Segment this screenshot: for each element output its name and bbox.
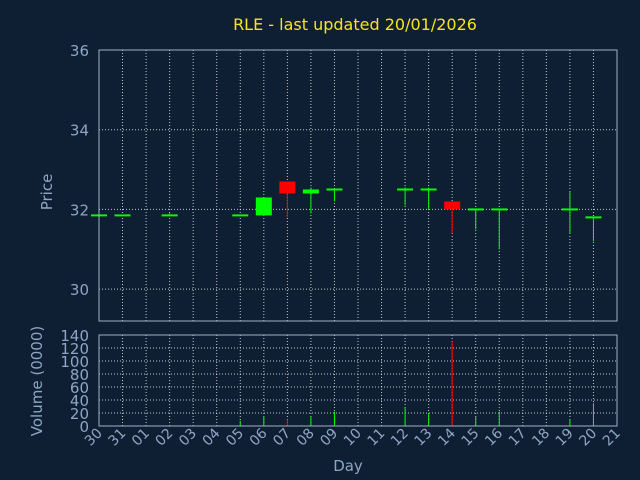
x-tick-label: 07 bbox=[270, 426, 294, 450]
x-tick-label: 03 bbox=[176, 426, 200, 450]
x-tick-label: 14 bbox=[435, 425, 459, 449]
candle-body bbox=[255, 197, 272, 216]
x-tick-label: 16 bbox=[482, 425, 506, 449]
tick-labels: 30 31 01 02 03 04 05 06 07 08 09 10 11 12 13 14 15 16 17 18… bbox=[60, 42, 623, 449]
x-tick-label: 05 bbox=[223, 426, 247, 450]
x-tick-label: 19 bbox=[553, 426, 577, 450]
x-tick-label: 08 bbox=[294, 426, 318, 450]
volume-grid bbox=[98, 334, 618, 427]
candle-body bbox=[561, 208, 578, 211]
volume-tick-label: 60 bbox=[70, 379, 89, 397]
x-tick-label: 09 bbox=[317, 426, 341, 450]
candle-body bbox=[467, 208, 484, 211]
volume-bars bbox=[239, 341, 594, 426]
x-tick-label: 21 bbox=[600, 426, 624, 450]
x-tick-label: 15 bbox=[459, 426, 483, 450]
candle-body bbox=[397, 188, 414, 191]
candle-body bbox=[491, 208, 508, 211]
price-grid bbox=[98, 49, 618, 321]
volume-tick-label: 100 bbox=[60, 353, 89, 371]
chart-title: RLE - last updated 20/01/2026 bbox=[233, 15, 477, 34]
price-panel-frame bbox=[98, 49, 618, 322]
x-tick-label: 13 bbox=[412, 426, 436, 450]
candle-body bbox=[326, 188, 343, 191]
volume-tick-label: 80 bbox=[70, 366, 89, 384]
candle-body bbox=[420, 188, 437, 191]
price-tick-label: 34 bbox=[70, 122, 89, 140]
x-tick-label: 04 bbox=[200, 425, 224, 449]
x-tick-label: 01 bbox=[129, 426, 153, 450]
volume-tick-label: 140 bbox=[60, 327, 89, 345]
x-tick-label: 06 bbox=[247, 425, 271, 449]
candle-body bbox=[279, 181, 296, 194]
x-axis-label: Day bbox=[333, 457, 363, 475]
price-tick-label: 30 bbox=[70, 281, 89, 299]
volume-panel-frame bbox=[98, 334, 618, 427]
volume-tick-label: 0 bbox=[79, 418, 89, 436]
candle-body bbox=[444, 201, 461, 210]
volume-tick-label: 120 bbox=[60, 340, 89, 358]
candle-body bbox=[585, 216, 602, 219]
x-tick-label: 18 bbox=[529, 426, 553, 450]
volume-axis-label: Volume (0000) bbox=[28, 326, 46, 436]
x-tick-label: 11 bbox=[364, 426, 388, 450]
candle-body bbox=[302, 189, 319, 194]
candle-body bbox=[114, 214, 131, 217]
price-axis-label: Price bbox=[38, 174, 56, 211]
volume-tick-label: 20 bbox=[70, 405, 89, 423]
x-tick-label: 02 bbox=[153, 426, 177, 450]
x-tick-label: 12 bbox=[388, 426, 412, 450]
price-tick-label: 36 bbox=[70, 42, 89, 60]
volume-tick-label: 40 bbox=[70, 392, 89, 410]
candle-body bbox=[232, 214, 249, 217]
x-tick-label: 10 bbox=[341, 426, 365, 450]
x-tick-label: 31 bbox=[105, 426, 129, 450]
candles bbox=[91, 181, 602, 250]
price-tick-label: 32 bbox=[70, 201, 89, 219]
x-tick-label: 20 bbox=[576, 426, 600, 450]
x-tick-label: 17 bbox=[506, 426, 530, 450]
candle-body bbox=[161, 214, 178, 217]
